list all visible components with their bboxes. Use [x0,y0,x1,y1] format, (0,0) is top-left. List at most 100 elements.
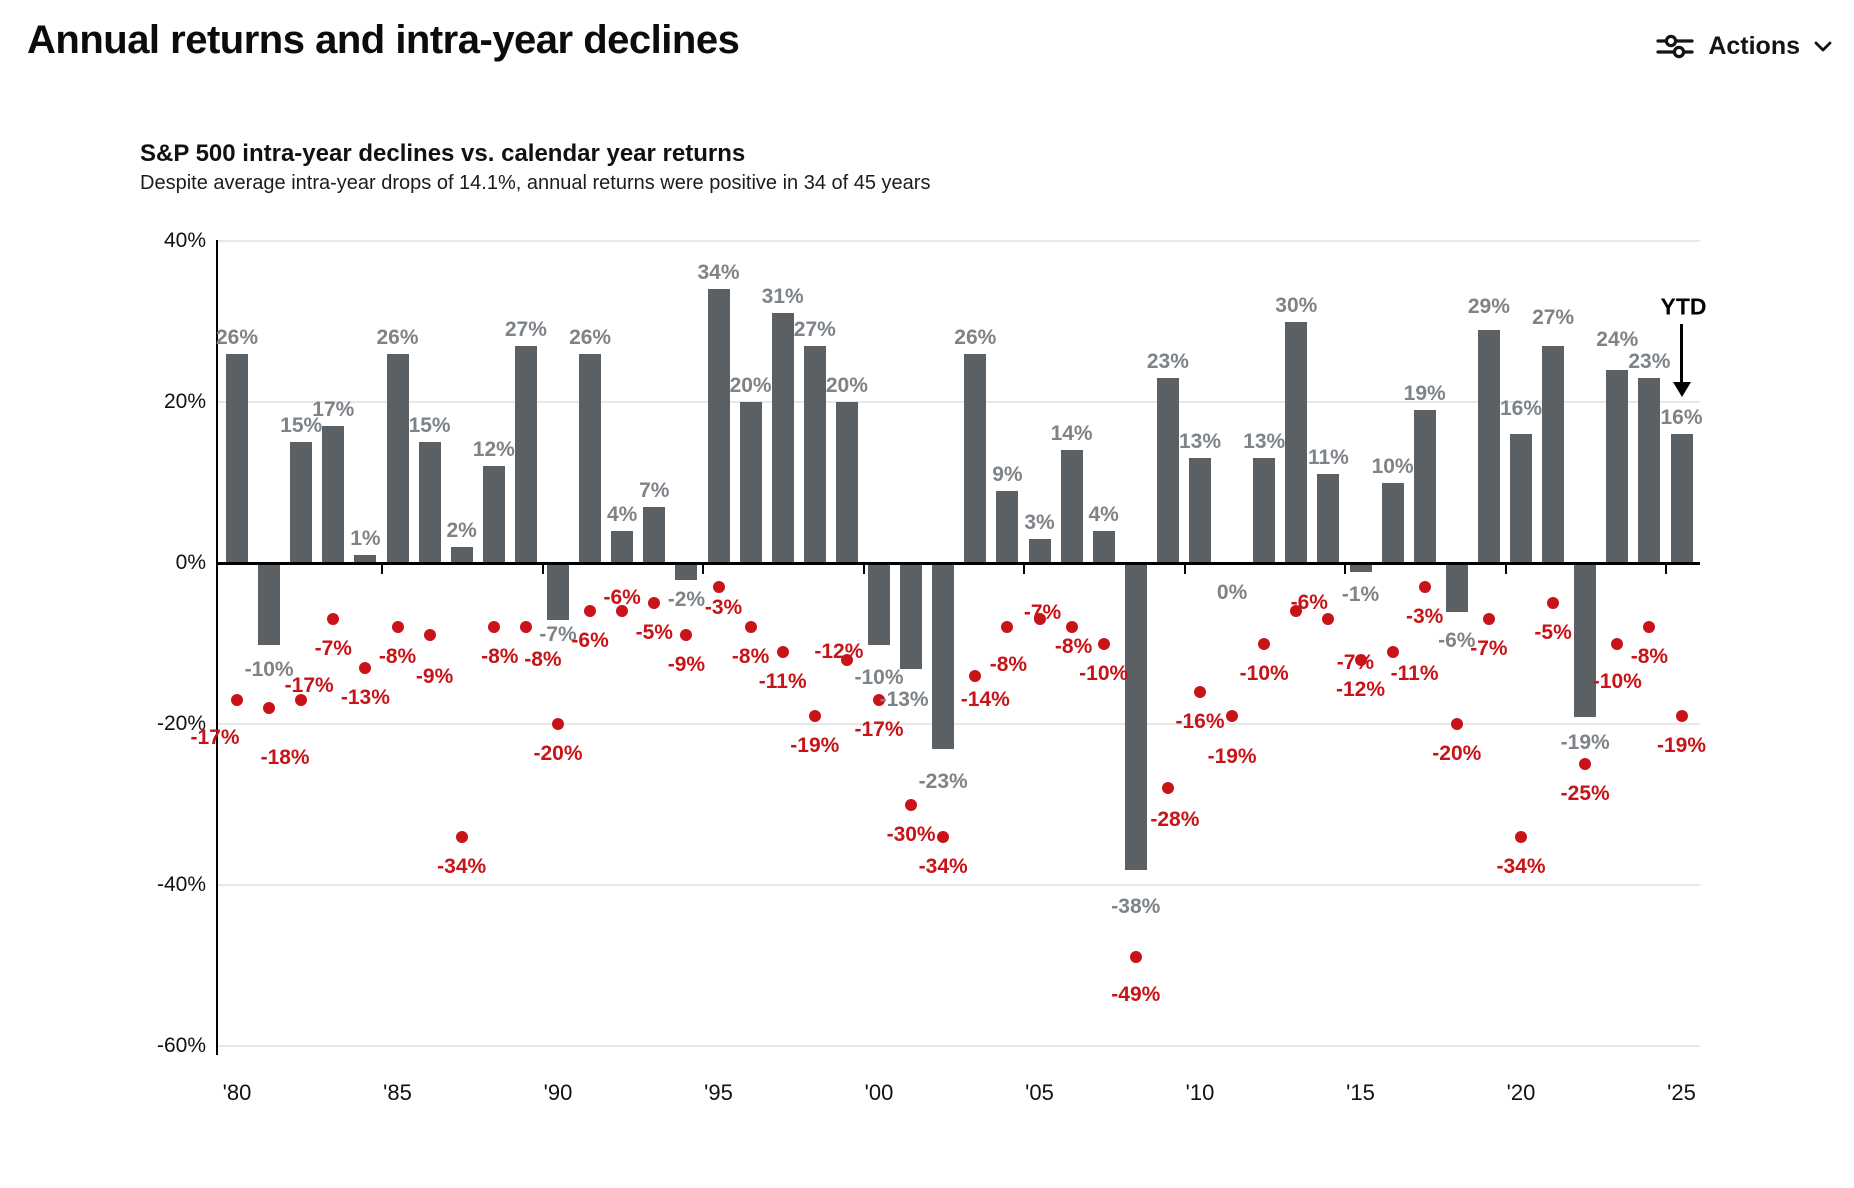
bar-2012[interactable] [1253,458,1276,563]
bar-1980[interactable] [226,353,248,563]
decline-dot-2007[interactable] [1097,637,1110,650]
bar-2022[interactable] [1574,564,1597,717]
bar-1993[interactable] [643,506,666,563]
bar-2019[interactable] [1477,329,1500,563]
bar-2018[interactable] [1445,564,1468,613]
decline-dot-1991[interactable] [584,605,597,618]
bar-1994[interactable] [675,564,698,581]
decline-dot-1985[interactable] [391,621,404,634]
bar-2002[interactable] [932,564,955,750]
bar-1995[interactable] [707,289,730,563]
bar-2009[interactable] [1156,377,1179,563]
bar-1989[interactable] [514,345,537,563]
decline-dot-1997[interactable] [776,645,789,658]
bar-value-label-1993: 7% [639,478,670,502]
bar-1985[interactable] [386,353,409,563]
decline-value-label-2011: -19% [1207,744,1257,768]
decline-dot-2012[interactable] [1258,637,1271,650]
decline-dot-2019[interactable] [1482,613,1495,626]
decline-dot-2017[interactable] [1418,581,1431,594]
bar-2004[interactable] [996,490,1019,563]
bar-value-label-2023: 24% [1596,327,1639,351]
decline-dot-2023[interactable] [1611,637,1624,650]
bar-2008[interactable] [1124,564,1147,870]
bar-2023[interactable] [1606,369,1629,563]
decline-value-label-2006: -8% [1054,635,1093,659]
decline-dot-2001[interactable] [905,798,918,811]
actions-label: Actions [1708,31,1800,60]
decline-value-label-1980: -17% [190,725,240,749]
bar-2003[interactable] [964,353,987,563]
bar-2024[interactable] [1638,377,1661,563]
decline-dot-1987[interactable] [455,830,468,843]
decline-dot-1998[interactable] [808,709,821,722]
decline-dot-1995[interactable] [712,581,725,594]
decline-dot-1994[interactable] [680,629,693,642]
decline-dot-1980[interactable] [231,693,243,706]
decline-dot-2014[interactable] [1322,613,1335,626]
bar-2013[interactable] [1285,321,1308,563]
decline-dot-2018[interactable] [1450,718,1463,730]
decline-dot-2015[interactable] [1354,653,1367,666]
decline-dot-2016[interactable] [1386,645,1399,658]
bar-2017[interactable] [1413,410,1436,563]
decline-dot-1982[interactable] [295,693,308,706]
bar-1997[interactable] [771,313,794,563]
decline-dot-1992[interactable] [616,605,629,618]
bar-2015[interactable] [1349,564,1372,573]
decline-dot-2008[interactable] [1129,951,1142,964]
bar-1987[interactable] [450,546,473,563]
decline-dot-2006[interactable] [1065,621,1078,634]
decline-dot-2005[interactable] [1033,613,1046,626]
actions-button[interactable]: Actions [1656,24,1832,68]
decline-dot-2002[interactable] [937,830,950,843]
decline-dot-1981[interactable] [263,701,276,714]
bar-2020[interactable] [1510,434,1532,563]
bar-1999[interactable] [835,402,858,563]
bar-2006[interactable] [1060,450,1083,563]
bar-2021[interactable] [1542,345,1565,563]
bar-1981[interactable] [258,564,281,645]
bar-2025[interactable] [1670,434,1693,563]
decline-value-label-1986: -9% [415,665,454,689]
bar-1998[interactable] [803,345,826,563]
decline-dot-2000[interactable] [873,693,885,706]
decline-dot-2010[interactable] [1194,685,1206,698]
decline-dot-1988[interactable] [487,621,500,634]
bar-1992[interactable] [611,530,634,563]
bar-2005[interactable] [1028,538,1051,563]
bar-1988[interactable] [482,466,505,563]
decline-dot-1999[interactable] [840,653,853,666]
decline-dot-2024[interactable] [1643,621,1656,634]
bar-1984[interactable] [354,554,377,563]
bar-1991[interactable] [579,353,602,563]
decline-dot-1986[interactable] [423,629,436,642]
decline-dot-2021[interactable] [1547,597,1560,610]
decline-dot-2025[interactable] [1675,709,1688,722]
bar-2010[interactable] [1189,458,1211,563]
bar-1986[interactable] [418,442,441,563]
decline-dot-2009[interactable] [1161,782,1174,795]
bar-2014[interactable] [1317,474,1340,563]
bar-1983[interactable] [322,426,345,563]
decline-dot-1996[interactable] [744,621,757,634]
bar-2016[interactable] [1381,482,1404,563]
decline-dot-1983[interactable] [327,613,340,626]
bar-2007[interactable] [1092,530,1115,563]
decline-dot-1990[interactable] [552,718,564,730]
decline-dot-1989[interactable] [519,621,532,634]
decline-dot-1984[interactable] [359,661,372,674]
bar-1982[interactable] [290,442,313,563]
bar-2001[interactable] [900,564,923,669]
decline-value-label-2020: -34% [1496,854,1546,878]
bar-1990[interactable] [547,564,569,621]
decline-dot-2011[interactable] [1226,709,1239,722]
decline-dot-2004[interactable] [1001,621,1014,634]
decline-dot-2020[interactable] [1515,830,1527,843]
decline-dot-2022[interactable] [1579,758,1592,771]
bar-2000[interactable] [868,564,890,645]
decline-dot-2003[interactable] [969,669,982,682]
bar-1996[interactable] [739,402,762,563]
decline-dot-1993[interactable] [648,597,661,610]
decline-dot-2013[interactable] [1290,605,1303,618]
